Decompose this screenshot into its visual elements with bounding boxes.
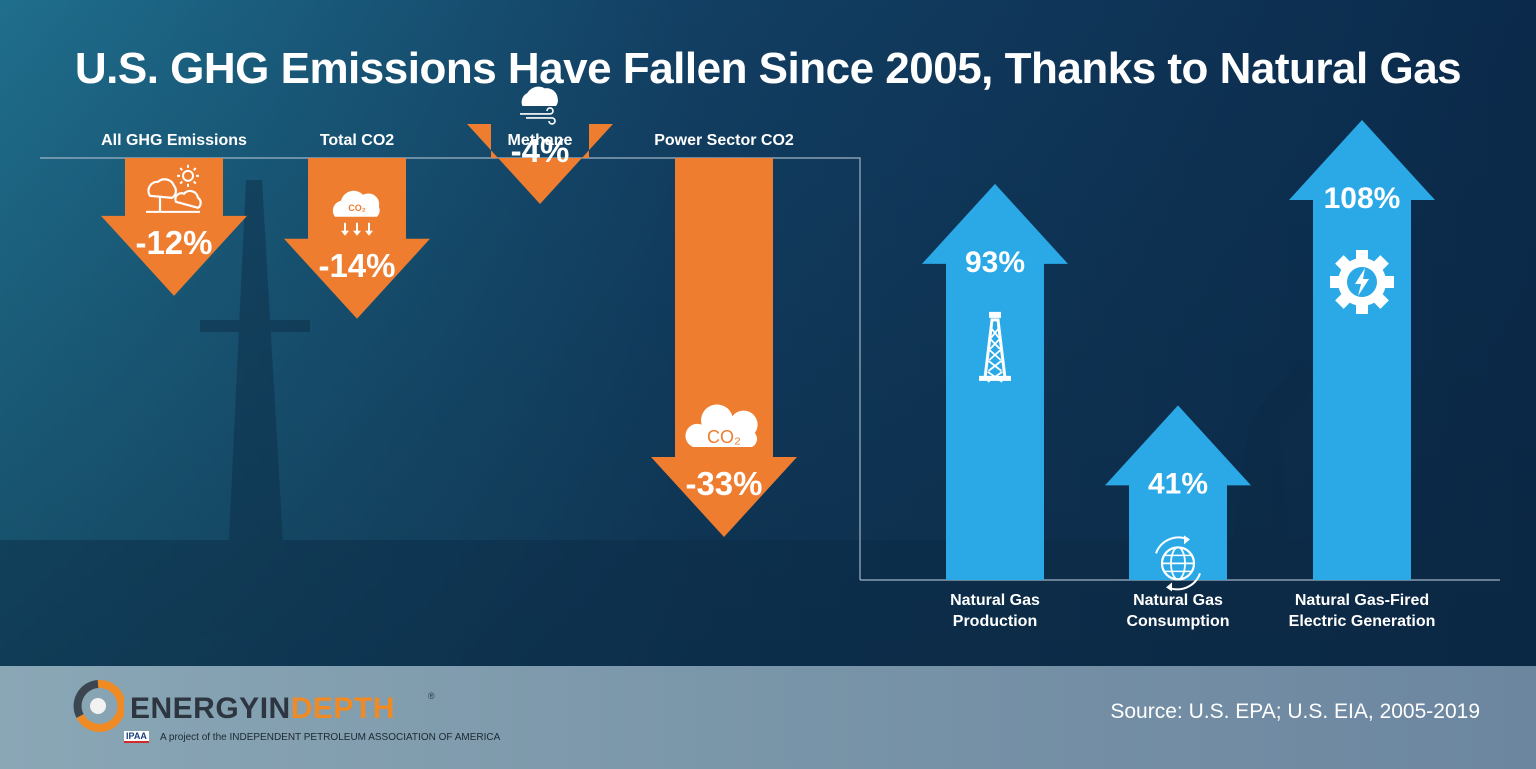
energy-in-depth-logo-icon xyxy=(73,680,124,732)
background-silhouettes xyxy=(0,180,1536,666)
value-label-power-sector-co2: -33% xyxy=(685,465,762,502)
category-label-power-sector-co2: Power Sector CO2 xyxy=(654,132,794,149)
arrow-shape xyxy=(101,158,247,296)
globe-cycle-icon xyxy=(1155,535,1201,592)
co2-cloud-down-icon: CO₂ xyxy=(332,190,380,236)
arrow-shape xyxy=(1289,120,1435,580)
value-label-natural-gas-consumption: 41% xyxy=(1148,467,1208,500)
increase-arrow-natural-gas-fired-electric-generation: 108% xyxy=(1289,120,1435,580)
value-label-natural-gas-fired-electric-generation: 108% xyxy=(1324,182,1401,215)
source-note: Source: U.S. EPA; U.S. EIA, 2005-2019 xyxy=(1110,700,1480,723)
methane-cloud-shape xyxy=(521,86,558,106)
decrease-arrow-total-co2: -14% CO₂ xyxy=(284,158,430,319)
arrow-shape xyxy=(922,183,1068,580)
tree-cloud-sun-icon xyxy=(146,164,202,213)
category-label-all-ghg: All GHG Emissions xyxy=(101,132,247,149)
value-label-all-ghg-emissions: -12% xyxy=(135,224,212,261)
brand-tagline: A project of the INDEPENDENT PETROLEUM A… xyxy=(160,732,501,743)
increase-arrows: 93% 41% 108% xyxy=(922,120,1435,592)
footer-bar xyxy=(0,666,1536,769)
increase-arrow-natural-gas-production: 93% xyxy=(922,183,1068,580)
category-label-methane: Methane xyxy=(507,132,573,149)
increase-arrow-natural-gas-consumption: 41% xyxy=(1105,405,1251,592)
decrease-arrow-power-sector-co2: -33% CO₂ xyxy=(651,158,797,537)
co2-cloud-icon: CO₂ xyxy=(685,404,758,447)
value-label-natural-gas-production: 93% xyxy=(965,246,1025,279)
decrease-arrow-methane: -4% xyxy=(467,86,613,204)
co2-cloud-shape xyxy=(685,404,758,447)
registered-mark: ® xyxy=(428,691,435,701)
decrease-arrow-all-ghg-emissions: -12% xyxy=(101,158,247,296)
gear-lightning-icon xyxy=(1330,250,1394,314)
value-label-methane: -4% xyxy=(511,132,570,169)
category-label-ng-consumption: Natural Gas Consumption xyxy=(1126,592,1230,630)
co2-icon-text: CO₂ xyxy=(707,427,741,447)
category-label-ng-electric-generation: Natural Gas-Fired Electric Generation xyxy=(1288,592,1436,630)
oil-derrick-icon xyxy=(979,311,1011,383)
category-label-ng-production: Natural Gas Production xyxy=(950,592,1040,630)
value-label-total-co2: -14% xyxy=(318,247,395,284)
methane-cloud-wind-icon xyxy=(520,86,558,125)
brand-name: ENERGYINDEPTH xyxy=(130,692,395,725)
ipaa-badge: IPAA xyxy=(124,731,149,743)
co2-icon-text: CO₂ xyxy=(348,203,366,213)
co2-cloud-shape xyxy=(332,190,380,217)
category-label-total-co2: Total CO2 xyxy=(319,132,395,149)
page-title: U.S. GHG Emissions Have Fallen Since 200… xyxy=(74,44,1462,93)
arrow-shape xyxy=(1105,405,1251,580)
decrease-arrows: -12% -14% CO₂ -4% -33% CO₂ xyxy=(101,86,797,537)
arrow-shape xyxy=(467,123,613,204)
arrow-shape xyxy=(284,158,430,319)
